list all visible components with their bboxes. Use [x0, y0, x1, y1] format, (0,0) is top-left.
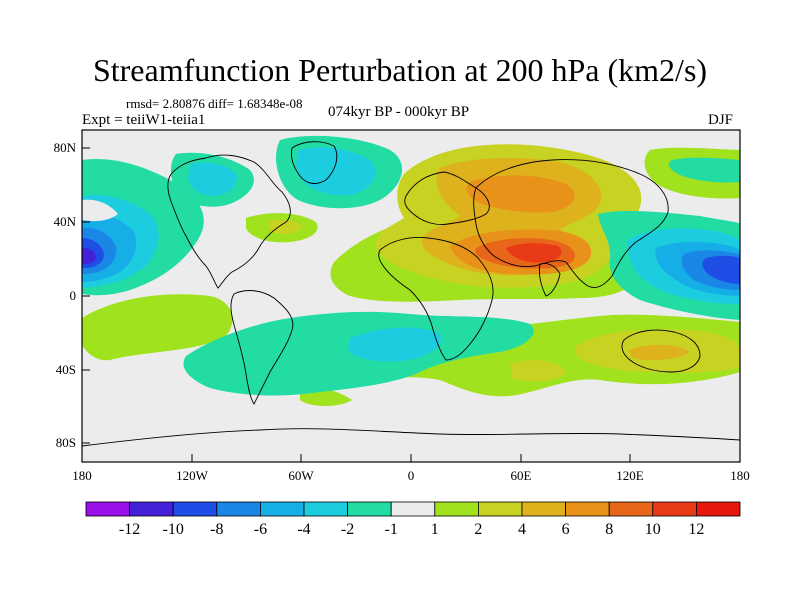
rmsd-label: rmsd= 2.80876 diff= 1.68348e-08 — [126, 96, 303, 111]
colorbar-label: -12 — [119, 521, 140, 538]
coastline-africa — [378, 237, 494, 361]
contour-nw-pac-pos-teal — [668, 157, 740, 183]
colorbar-swatch — [172, 501, 218, 517]
colorbar-label: 4 — [518, 521, 526, 538]
colorbar-label: -8 — [210, 521, 223, 538]
contour-eurasia-8 — [466, 175, 575, 213]
lat-tick-marks — [82, 147, 90, 444]
colorbar-swatch — [216, 501, 261, 517]
lon-tick-label: 120W — [176, 468, 209, 483]
lon-tick-label: 60E — [511, 468, 532, 483]
lon-tick-label: 60W — [288, 468, 314, 483]
lon-tick-label: 0 — [408, 468, 415, 483]
colorbar-swatch — [434, 501, 479, 517]
contour-field — [82, 135, 740, 406]
contour-wpac-blue4 — [82, 248, 96, 264]
contour-sa-pos — [510, 359, 566, 382]
coastline-europe — [404, 171, 490, 225]
colorbar-label: 6 — [562, 521, 570, 538]
colorbar-label: 8 — [605, 521, 613, 538]
contour-npac-blue3 — [702, 255, 740, 284]
colorbar-swatch — [477, 501, 523, 517]
colorbar-swatch — [303, 501, 348, 517]
colorbar-swatch — [129, 501, 174, 517]
season-label: DJF — [708, 112, 734, 128]
colorbar-swatch — [608, 501, 654, 517]
lon-tick-label: 180 — [72, 468, 92, 483]
experiment-label: Expt = teiiW1-teiia1 — [82, 112, 206, 128]
colorbar-label: 1 — [431, 521, 439, 538]
colorbar-label: -6 — [254, 521, 267, 538]
colorbar: -12 -10 -8 -6 -4 -2 -1 1 2 4 6 8 10 12 — [85, 501, 741, 538]
coastline-australia — [621, 329, 701, 373]
coastline-india — [539, 263, 561, 297]
colorbar-swatch — [565, 501, 610, 517]
colorbar-label: -2 — [341, 521, 354, 538]
lon-tick-label: 180 — [730, 468, 750, 483]
colorbar-label: 10 — [645, 521, 661, 538]
colorbar-label: -4 — [297, 521, 310, 538]
contour-wpac-white-gap — [82, 199, 118, 222]
coastline-north-america — [167, 154, 291, 289]
map-title: Streamfunction Perturbation at 200 hPa (… — [92, 52, 708, 88]
colorbar-swatch — [259, 501, 305, 517]
contour-australia-pos-core — [628, 344, 690, 360]
contour-na-cyan — [188, 162, 237, 196]
contour-sh-neg-cyan — [348, 327, 442, 362]
lon-tick-labels: 180 120W 60W 0 60E 120E 180 — [72, 468, 750, 483]
coastline-south-america — [230, 290, 294, 405]
period-label: 074kyr BP - 000kyr BP — [328, 104, 470, 120]
contour-asia-12 — [506, 243, 562, 263]
contour-na-pos-core — [268, 219, 302, 234]
contour-sh-south-green — [300, 388, 352, 406]
colorbar-swatch — [347, 501, 392, 517]
coastline-antarctica — [82, 428, 740, 447]
colorbar-label: 2 — [474, 521, 482, 538]
coastline-greenland — [291, 141, 338, 184]
colorbar-label: -1 — [385, 521, 398, 538]
coastline-asia — [473, 159, 669, 288]
lat-tick-label: 40S — [56, 362, 76, 377]
lat-tick-labels: 80N 40N 0 40S 80S — [54, 140, 77, 450]
lat-tick-label: 0 — [70, 288, 77, 303]
colorbar-label: 12 — [688, 521, 704, 538]
lat-tick-label: 80N — [54, 140, 77, 155]
lat-tick-label: 80S — [56, 435, 76, 450]
colorbar-swatch — [696, 501, 741, 517]
colorbar-swatch — [85, 501, 130, 517]
lon-tick-marks — [81, 454, 741, 462]
lat-tick-label: 40N — [54, 214, 77, 229]
contour-sh-green-band — [82, 294, 233, 361]
colorbar-swatch — [652, 501, 697, 517]
lon-tick-label: 120E — [616, 468, 644, 483]
colorbar-swatch — [521, 501, 566, 517]
colorbar-label: -10 — [163, 521, 184, 538]
coastlines — [82, 141, 740, 447]
colorbar-swatch — [390, 501, 436, 517]
